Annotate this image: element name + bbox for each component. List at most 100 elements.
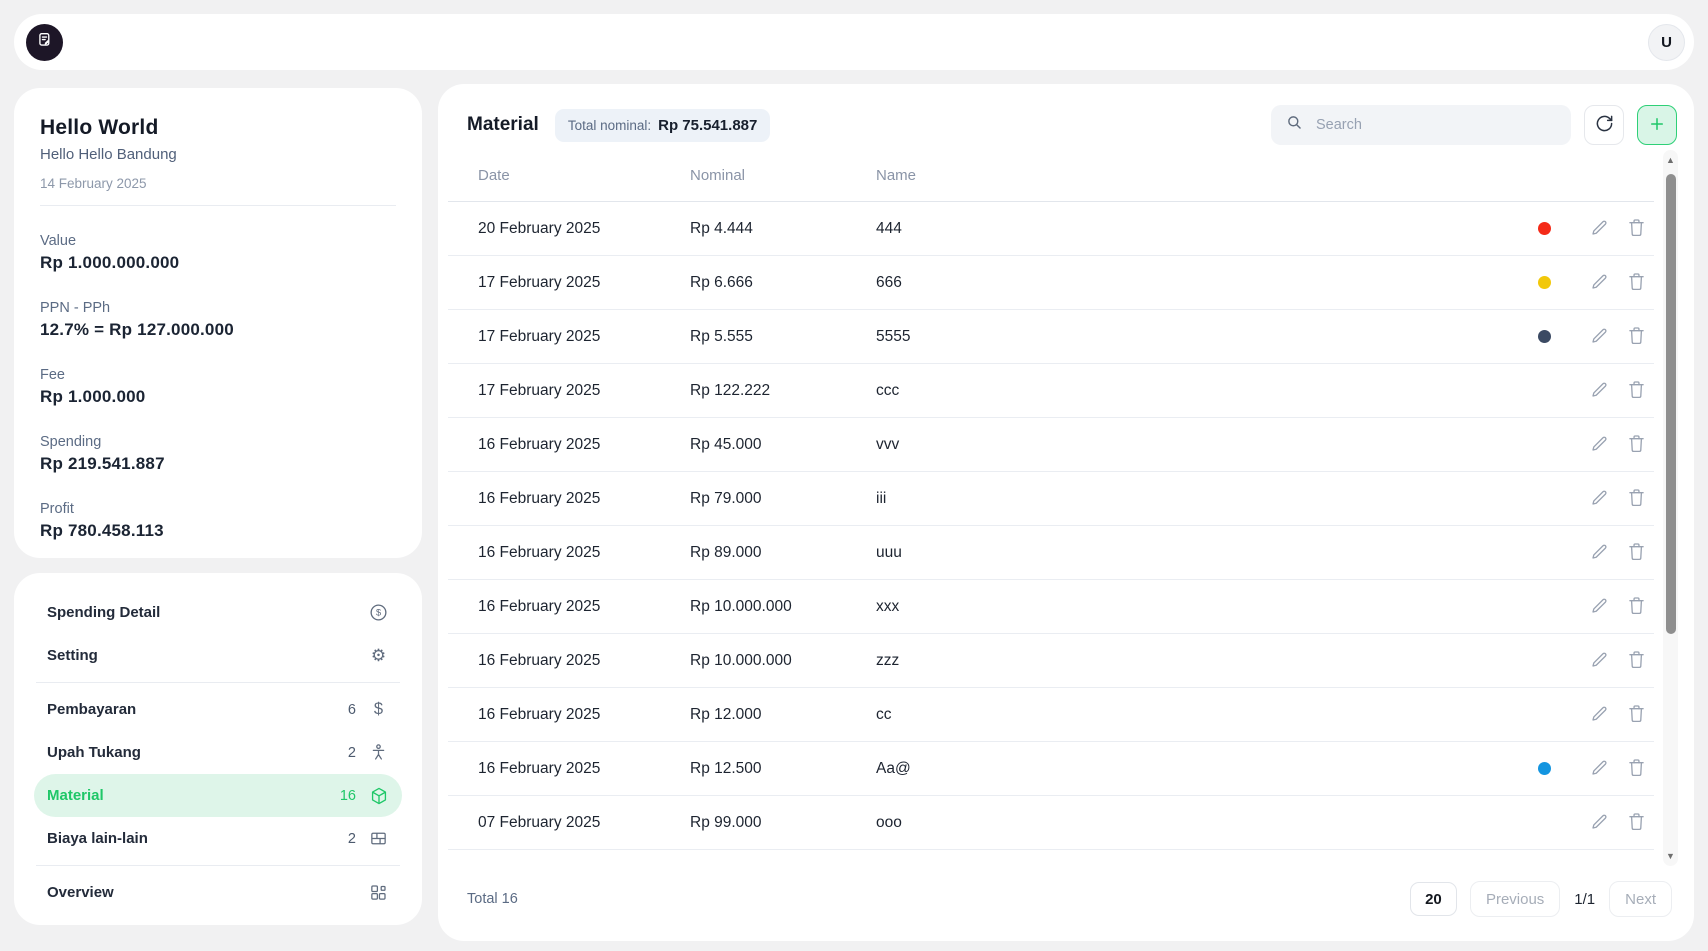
search-box (1271, 105, 1571, 145)
edit-button[interactable] (1587, 649, 1611, 673)
svg-text:$: $ (376, 608, 381, 618)
sidebar-item-count: 16 (339, 787, 356, 804)
stat-amount: Rp 219.541.887 (40, 454, 165, 473)
panel-header: Material Total nominal: Rp 75.541.887 (467, 105, 1677, 145)
dot-cell (1514, 492, 1574, 505)
table-row: 17 February 2025 Rp 6.666 666 (448, 256, 1654, 310)
sidebar-item-spending-detail[interactable]: Spending Detail $ (34, 591, 402, 634)
trash-icon (1626, 541, 1647, 565)
dot-cell (1514, 384, 1574, 397)
scroll-up-arrow[interactable]: ▲ (1666, 155, 1675, 165)
row-date: 16 February 2025 (478, 759, 601, 777)
row-nominal: Rp 12.000 (690, 705, 762, 723)
edit-button[interactable] (1587, 487, 1611, 511)
sidebar-item-pembayaran[interactable]: Pembayaran 6 $ (34, 688, 402, 731)
cube-icon (368, 785, 389, 806)
row-nominal: Rp 6.666 (690, 273, 753, 291)
stat-amount: Rp 1.000.000 (40, 387, 146, 406)
row-nominal: Rp 12.500 (690, 759, 762, 777)
table-scrollbar: ▲ ▼ (1663, 150, 1678, 866)
delete-button[interactable] (1624, 433, 1648, 457)
trash-icon (1626, 811, 1647, 835)
delete-button[interactable] (1624, 811, 1648, 835)
sidebar-item-biaya-lain-lain[interactable]: Biaya lain-lain 2 (34, 817, 402, 860)
delete-button[interactable] (1624, 757, 1648, 781)
search-input[interactable] (1316, 117, 1557, 133)
delete-button[interactable] (1624, 703, 1648, 727)
row-nominal: Rp 45.000 (690, 435, 762, 453)
row-nominal: Rp 79.000 (690, 489, 762, 507)
dot-cell (1514, 654, 1574, 667)
refresh-button[interactable] (1584, 105, 1624, 145)
row-name: zzz (876, 651, 900, 669)
table-row: 16 February 2025 Rp 89.000 uuu (448, 526, 1654, 580)
row-nominal: Rp 10.000.000 (690, 651, 792, 669)
row-name: ooo (876, 813, 902, 831)
dot-cell (1514, 762, 1574, 775)
scroll-down-arrow[interactable]: ▼ (1666, 851, 1675, 861)
delete-button[interactable] (1624, 541, 1648, 565)
dashboard-icon (368, 882, 389, 903)
stat-amount: Rp 780.458.113 (40, 521, 164, 540)
color-dot (1537, 222, 1551, 235)
scrollbar-thumb[interactable] (1665, 174, 1676, 634)
delete-button[interactable] (1624, 649, 1648, 673)
sidebar-item-label: Biaya lain-lain (47, 830, 148, 847)
delete-button[interactable] (1624, 217, 1648, 241)
row-name: 666 (876, 273, 902, 291)
edit-button[interactable] (1587, 595, 1611, 619)
user-avatar[interactable]: U (1648, 23, 1685, 61)
stat-label: Spending (40, 434, 102, 450)
edit-button[interactable] (1587, 379, 1611, 403)
add-button[interactable] (1637, 105, 1677, 145)
sidebar-item-overview[interactable]: Overview (34, 871, 402, 914)
edit-button[interactable] (1587, 325, 1611, 349)
stat-profit: Profit Rp 780.458.113 (40, 501, 396, 541)
row-name: xxx (876, 597, 900, 615)
previous-page-button[interactable]: Previous (1469, 881, 1561, 917)
edit-button[interactable] (1587, 757, 1611, 781)
row-date: 16 February 2025 (478, 543, 601, 561)
edit-button[interactable] (1587, 433, 1611, 457)
edit-button[interactable] (1587, 541, 1611, 565)
pencil-icon (1589, 757, 1610, 781)
sidebar-item-setting[interactable]: Setting ⚙ (34, 634, 402, 677)
sidebar-item-material[interactable]: Material 16 (34, 774, 402, 817)
next-page-button[interactable]: Next (1609, 881, 1672, 917)
row-name: iii (876, 489, 887, 507)
delete-button[interactable] (1624, 271, 1648, 295)
edit-button[interactable] (1587, 271, 1611, 295)
pencil-icon (1589, 433, 1610, 457)
page-size-button[interactable]: 20 (1409, 882, 1457, 916)
sidebar-item-upah-tukang[interactable]: Upah Tukang 2 (34, 731, 402, 774)
app-logo-button[interactable] (26, 23, 63, 61)
trash-icon (1626, 595, 1647, 619)
dot-cell (1514, 546, 1574, 559)
delete-button[interactable] (1624, 595, 1648, 619)
table-row: 07 February 2025 Rp 99.000 ooo (448, 796, 1654, 850)
dollar-icon: $ (373, 700, 384, 718)
row-nominal: Rp 4.444 (690, 219, 753, 237)
column-header-name: Name (876, 167, 917, 184)
table-header: Date Nominal Name (448, 150, 1654, 202)
trash-icon (1626, 649, 1647, 673)
project-summary-card: Hello World Hello Hello Bandung 14 Febru… (14, 88, 422, 558)
sidebar-item-label: Upah Tukang (47, 744, 141, 761)
edit-button[interactable] (1587, 703, 1611, 727)
table-row: 16 February 2025 Rp 12.000 cc (448, 688, 1654, 742)
page-indicator: 1/1 (1574, 890, 1596, 908)
delete-button[interactable] (1624, 487, 1648, 511)
row-date: 16 February 2025 (478, 489, 601, 507)
row-nominal: Rp 122.222 (690, 381, 771, 399)
row-nominal: Rp 5.555 (690, 327, 753, 345)
edit-button[interactable] (1587, 217, 1611, 241)
dot-cell (1514, 222, 1574, 235)
table-row: 16 February 2025 Rp 45.000 vvv (448, 418, 1654, 472)
delete-button[interactable] (1624, 379, 1648, 403)
edit-button[interactable] (1587, 811, 1611, 835)
column-header-date: Date (478, 167, 510, 184)
project-date: 14 February 2025 (40, 176, 147, 191)
total-nominal-label: Total nominal: (567, 117, 652, 133)
delete-button[interactable] (1624, 325, 1648, 349)
dot-cell (1514, 708, 1574, 721)
